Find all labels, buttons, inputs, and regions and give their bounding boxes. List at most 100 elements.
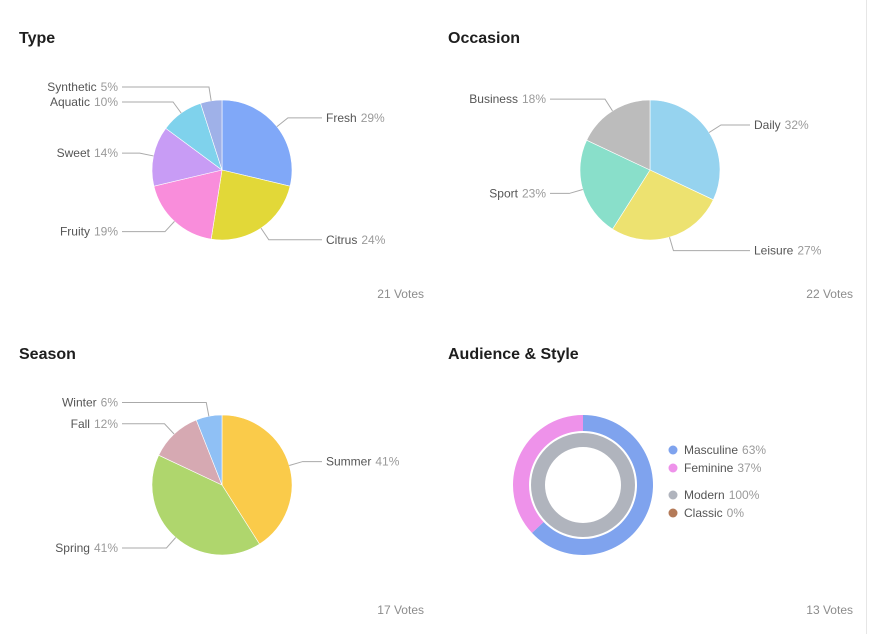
slice-label-winter: Winter 6% xyxy=(62,395,210,417)
legend-item-modern[interactable]: Modern 100% xyxy=(668,488,760,502)
legend-swatch xyxy=(668,463,678,473)
slice-percent: 12% xyxy=(94,417,118,431)
slice-label-text: Business 18% xyxy=(469,92,546,106)
slice-label-business: Business 18% xyxy=(469,92,613,112)
slice-label-sweet: Sweet 14% xyxy=(57,146,154,160)
slice-label-leisure: Leisure 27% xyxy=(669,237,822,258)
slice-name: Winter xyxy=(62,395,97,409)
legend-percent: 100% xyxy=(729,488,760,502)
pie-slice-fresh[interactable] xyxy=(221,99,293,187)
leader-line xyxy=(550,189,583,194)
legend-item-feminine[interactable]: Feminine 37% xyxy=(668,461,762,475)
slice-label-text: Daily 32% xyxy=(754,118,809,132)
panel-title: Type xyxy=(19,30,56,47)
slice-name: Leisure xyxy=(754,244,794,258)
slice-label-text: Leisure 27% xyxy=(754,244,822,258)
leader-line xyxy=(122,423,175,435)
votes-count: 22 Votes xyxy=(806,287,853,301)
slice-percent: 41% xyxy=(375,455,399,469)
leader-line xyxy=(122,152,154,157)
slice-percent: 6% xyxy=(101,395,119,409)
legend-name: Feminine xyxy=(684,461,734,475)
legend-percent: 37% xyxy=(737,461,761,475)
leader-line xyxy=(122,401,210,417)
legend-label: Classic 0% xyxy=(684,506,744,520)
slice-percent: 41% xyxy=(94,541,118,555)
slice-label-sport: Sport 23% xyxy=(489,186,583,200)
slice-name: Citrus xyxy=(326,233,357,247)
leader-line xyxy=(289,461,322,466)
slice-label-text: Winter 6% xyxy=(62,395,118,409)
pie-slice-fruity[interactable] xyxy=(153,169,223,240)
pie-slice-sport[interactable] xyxy=(579,139,651,230)
legend-swatch xyxy=(668,445,678,455)
leader-line xyxy=(122,221,175,233)
donut-segment-modern[interactable] xyxy=(531,433,635,537)
legend-name: Masculine xyxy=(684,443,738,457)
slice-percent: 18% xyxy=(522,92,546,106)
legend-swatch xyxy=(668,490,678,500)
legend-label: Modern 100% xyxy=(684,488,760,502)
slice-label-text: Sweet 14% xyxy=(57,146,119,160)
leader-line xyxy=(708,124,750,133)
slice-label-synthetic: Synthetic 5% xyxy=(47,80,212,101)
slice-percent: 14% xyxy=(94,146,118,160)
slice-percent: 10% xyxy=(94,95,118,109)
pie-slice-daily[interactable] xyxy=(649,99,721,201)
audience-style-donut-chart: Masculine 63% Feminine 37% Modern 100% Classic… xyxy=(513,415,767,555)
slice-label-text: Aquatic 10% xyxy=(50,95,118,109)
legend-item-masculine[interactable]: Masculine 63% xyxy=(668,443,767,457)
leader-line xyxy=(669,237,750,252)
right-border xyxy=(866,0,867,634)
donut-segment-masculine[interactable] xyxy=(531,415,653,555)
slice-percent: 32% xyxy=(785,118,809,132)
slice-percent: 5% xyxy=(101,80,119,94)
slice-name: Sport xyxy=(489,186,518,200)
slice-label-text: Summer 41% xyxy=(326,455,400,469)
legend-item-classic[interactable]: Classic 0% xyxy=(668,506,745,520)
type-pie-chart: Fresh 29% Citrus 24% Synthetic 5% Aquatic 10% Sw… xyxy=(47,80,386,247)
slice-label-text: Fall 12% xyxy=(71,417,119,431)
pie-slice-citrus[interactable] xyxy=(210,169,291,241)
votes-count: 13 Votes xyxy=(806,603,853,617)
legend-name: Modern xyxy=(684,488,725,502)
slice-label-fruity: Fruity 19% xyxy=(60,221,175,239)
season-panel: Season Summer 41% Winter 6% Fall 12% Spring 41%… xyxy=(0,316,424,626)
slice-label-summer: Summer 41% xyxy=(289,455,400,469)
panel-title: Audience & Style xyxy=(448,346,579,363)
votes-count: 17 Votes xyxy=(377,603,424,617)
slice-label-text: Spring 41% xyxy=(55,541,118,555)
legend-label: Feminine 37% xyxy=(684,461,762,475)
slice-percent: 24% xyxy=(361,233,385,247)
slice-label-spring: Spring 41% xyxy=(55,537,177,555)
slice-name: Daily xyxy=(754,118,781,132)
legend-percent: 63% xyxy=(742,443,766,457)
legend-percent: 0% xyxy=(727,506,745,520)
type-panel: Type Fresh 29% Citrus 24% Synthetic 5% Aquatic… xyxy=(0,0,424,310)
slice-label-daily: Daily 32% xyxy=(708,118,809,133)
slice-percent: 23% xyxy=(522,186,546,200)
slice-label-text: Synthetic 5% xyxy=(47,80,118,94)
leader-line xyxy=(276,117,322,127)
slice-percent: 29% xyxy=(361,111,385,125)
votes-count: 21 Votes xyxy=(377,287,424,301)
leader-line xyxy=(550,98,613,112)
slice-name: Synthetic xyxy=(47,80,96,94)
slice-name: Business xyxy=(469,92,518,106)
slice-label-aquatic: Aquatic 10% xyxy=(50,95,182,114)
leader-line xyxy=(122,537,177,549)
slice-percent: 27% xyxy=(797,244,821,258)
legend-name: Classic xyxy=(684,506,723,520)
slice-name: Fresh xyxy=(326,111,357,125)
slice-label-text: Fresh 29% xyxy=(326,111,385,125)
slice-label-citrus: Citrus 24% xyxy=(260,227,386,247)
slice-label-fresh: Fresh 29% xyxy=(276,111,385,127)
leader-line xyxy=(122,101,182,114)
leader-line xyxy=(260,227,322,241)
slice-name: Fall xyxy=(71,417,90,431)
slice-name: Aquatic xyxy=(50,95,90,109)
slice-name: Spring xyxy=(55,541,90,555)
pie-slice-winter[interactable] xyxy=(195,414,223,486)
pie-slice-sweet[interactable] xyxy=(151,127,223,187)
donut-segment-feminine[interactable] xyxy=(513,415,583,533)
